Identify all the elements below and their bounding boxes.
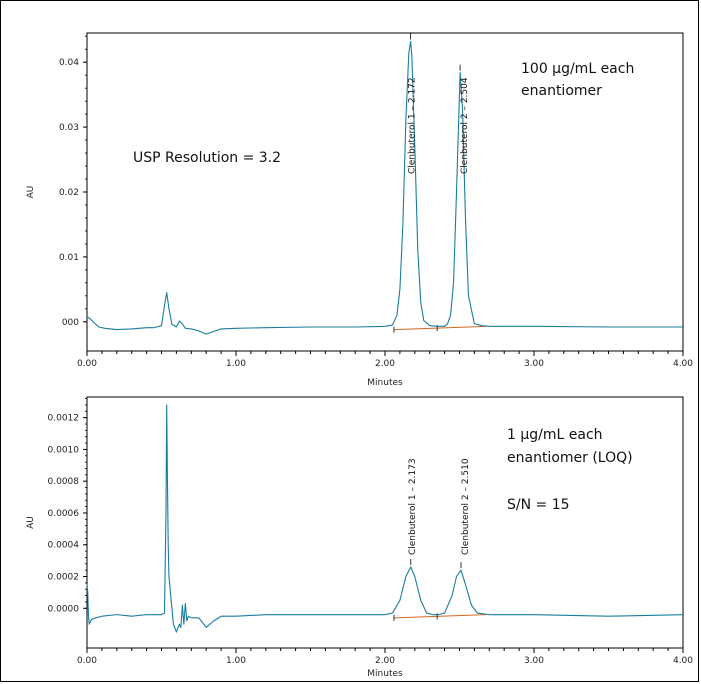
y-tick-label: 0.02 bbox=[59, 188, 79, 198]
x-axis-title: Minutes bbox=[367, 378, 403, 388]
y-tick-label: 0.0010 bbox=[48, 445, 80, 455]
y-tick-label: 0.04 bbox=[59, 58, 79, 68]
chart-panel-2: 0.00 1.00 2.00 3.00 4.00 0.0000 0.0002 0.0004 0.… bbox=[26, 396, 693, 679]
chart-annotation: USP Resolution = 3.2 bbox=[133, 150, 281, 166]
chart-annotation: enantiomer (LOQ) bbox=[507, 450, 633, 466]
chart-annotation: S/N = 15 bbox=[507, 497, 570, 513]
y-tick-label: 0.0000 bbox=[48, 604, 80, 614]
y-tick-label: 0.0002 bbox=[48, 573, 80, 583]
y-axis-title: AU bbox=[26, 516, 36, 529]
x-tick-label: 4.00 bbox=[673, 359, 693, 369]
y-tick-label: 0.01 bbox=[59, 253, 79, 263]
chart-annotation: enantiomer bbox=[521, 83, 602, 99]
chromatogram-trace bbox=[86, 404, 684, 633]
x-tick-label: 1.00 bbox=[226, 656, 246, 666]
y-tick-label: 0.03 bbox=[59, 123, 79, 133]
x-tick-label: 1.00 bbox=[226, 359, 246, 369]
x-axis-title: Minutes bbox=[367, 669, 403, 679]
y-tick-label: 0.0012 bbox=[48, 414, 80, 424]
chart-annotation: 1 µg/mL each bbox=[507, 427, 603, 443]
chromatogram-trace bbox=[86, 40, 683, 335]
chart-annotation: 100 µg/mL each bbox=[521, 61, 634, 77]
x-tick-label: 2.00 bbox=[375, 656, 395, 666]
integration-baseline bbox=[393, 614, 487, 619]
x-tick-label: 3.00 bbox=[524, 359, 544, 369]
x-tick-label: 2.00 bbox=[375, 359, 395, 369]
x-tick-label: 0.00 bbox=[77, 359, 97, 369]
peak-label: Clenbuterol 1 – 2.173 bbox=[408, 458, 418, 555]
y-axis-title: AU bbox=[26, 186, 36, 199]
integration-baseline bbox=[393, 325, 487, 331]
x-tick-label: 3.00 bbox=[524, 656, 544, 666]
x-tick-label: 4.00 bbox=[673, 656, 693, 666]
x-tick-label: 0.00 bbox=[77, 656, 97, 666]
peak-label: Clenbuterol 2 – 2.504 bbox=[460, 77, 470, 174]
peak-label: Clenbuterol 1 – 2.172 bbox=[408, 77, 418, 174]
y-tick-label: 000 bbox=[62, 318, 79, 328]
y-tick-label: 0.0006 bbox=[48, 509, 80, 519]
y-tick-label: 0.0004 bbox=[48, 541, 80, 551]
peak-label: Clenbuterol 2 – 2.510 bbox=[461, 458, 471, 555]
y-tick-label: 0.0008 bbox=[48, 477, 80, 487]
chart-panel-1: 0.00 1.00 2.00 3.00 4.00 000 0.01 0.02 0.03 0.04 M… bbox=[26, 32, 693, 388]
plot-area-frame bbox=[86, 32, 684, 352]
